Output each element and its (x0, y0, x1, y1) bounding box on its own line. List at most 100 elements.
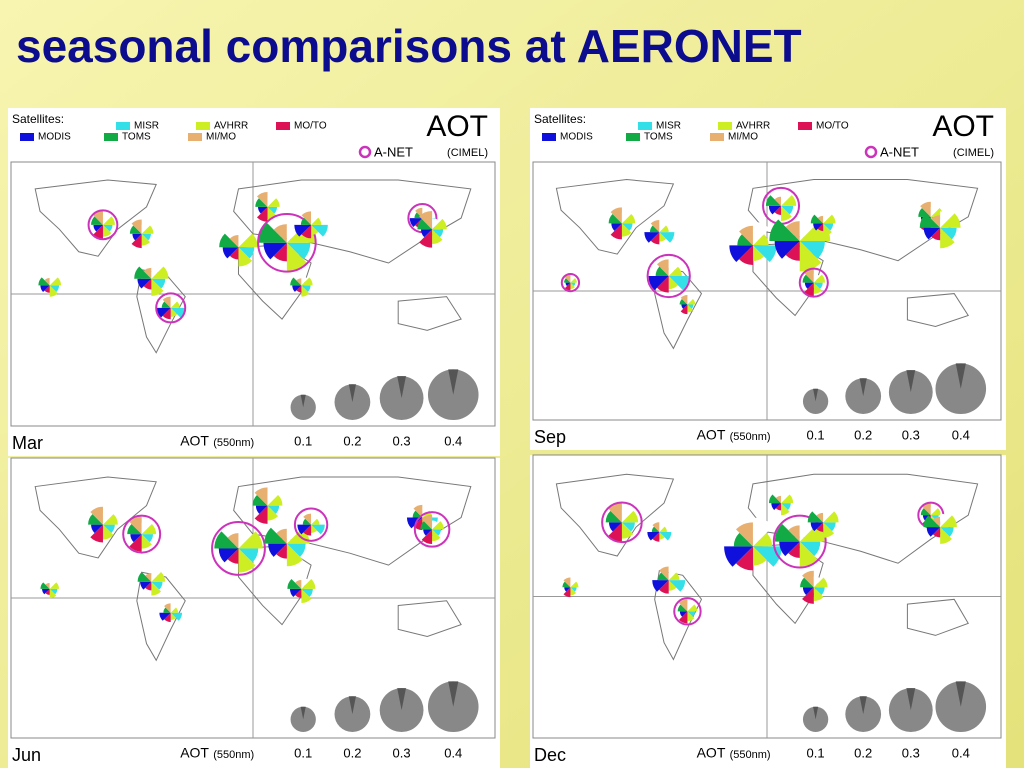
glyph-wedge (162, 307, 171, 320)
continent (906, 293, 970, 327)
glyph-wedge (774, 196, 782, 206)
glyph-wedge (301, 577, 310, 589)
glyph-wedge (229, 247, 239, 260)
glyph-wedge (256, 191, 268, 207)
glyph-wedge (432, 520, 439, 530)
glyph-wedge (668, 572, 680, 581)
glyph-wedge (621, 522, 635, 532)
glyph-wedge (156, 307, 171, 318)
legend-label: MO/TO (816, 121, 849, 132)
glyph-wedge (788, 541, 800, 558)
scale-label: AOT (697, 745, 726, 761)
scale-value: 0.2 (854, 745, 872, 760)
glyph-wedge (222, 247, 239, 259)
glyph-wedge (137, 572, 152, 582)
glyph-wedge (813, 282, 822, 294)
glyph-wedge (659, 217, 670, 233)
legend-swatch (710, 133, 724, 141)
glyph-wedge (932, 527, 941, 538)
glyph-wedge (621, 522, 634, 539)
glyph-wedge (252, 495, 268, 506)
glyph-wedge (610, 207, 622, 224)
glyph-wedge (45, 582, 50, 589)
glyph-wedge (781, 195, 797, 206)
glyph-wedge (564, 274, 571, 283)
glyph-wedge (131, 219, 142, 234)
glyph-wedge (273, 224, 287, 243)
glyph-wedge (771, 503, 782, 510)
glyph-wedge (655, 266, 669, 277)
glyph-wedge (292, 285, 302, 292)
glyph-wedge (656, 259, 669, 277)
scale-unit: (550nm) (730, 431, 771, 443)
scale-wedge (859, 378, 867, 397)
glyph-wedge (311, 224, 319, 235)
glyph-wedge (659, 580, 669, 594)
glyph-wedge (255, 505, 268, 514)
glyph-wedge (564, 278, 571, 283)
continent (555, 179, 675, 255)
continent (397, 296, 462, 331)
ground-label: A-NET (880, 144, 919, 159)
glyph-wedge (813, 587, 825, 595)
glyph-wedge (432, 529, 441, 536)
glyph-wedge (151, 581, 163, 590)
glyph-wedge (644, 232, 660, 243)
glyph-wedge (238, 233, 258, 248)
glyph-wedge (605, 510, 622, 523)
scale-wedge (300, 706, 306, 720)
map-panel: Satellites: MISR AVHRR MO/TO MODIS TOMS MI/MO A… (8, 108, 500, 456)
glyph-wedge (45, 588, 50, 595)
scale-wedge (300, 394, 306, 408)
glyph-wedge (219, 233, 239, 248)
glyph-wedge (421, 514, 433, 530)
glyph-wedge (238, 528, 253, 549)
glyph-wedge (141, 224, 149, 234)
glyph-wedge (687, 299, 696, 305)
glyph-wedge (920, 201, 931, 217)
glyph-ring (560, 272, 581, 293)
continent (654, 569, 703, 661)
glyph-wedge (610, 223, 622, 240)
glyph-wedge (677, 604, 688, 612)
glyph-wedge (813, 576, 822, 588)
glyph-wedge (923, 515, 941, 528)
glyph-wedge (810, 522, 824, 532)
legend-label: MODIS (560, 132, 593, 143)
glyph-wedge (273, 242, 287, 262)
continent (906, 598, 969, 636)
glyph-ring (87, 209, 119, 241)
glyph-wedge (432, 229, 443, 245)
legend-label: AVHRR (214, 121, 248, 132)
scale-label: AOT (180, 433, 209, 449)
glyph-wedge (311, 217, 322, 225)
glyph-wedge (781, 205, 794, 215)
glyph-wedge (38, 277, 50, 286)
glyph-wedge (781, 503, 790, 516)
glyph-wedge (131, 233, 142, 249)
glyph-wedge (621, 223, 633, 231)
glyph-wedge (102, 512, 112, 525)
glyph-wedge (238, 247, 255, 259)
glyph-wedge (823, 214, 836, 224)
glyph-wedge (781, 503, 791, 510)
glyph-wedge (799, 240, 822, 272)
glyph-wedge (608, 502, 622, 523)
scale-value: 0.4 (952, 427, 970, 442)
glyph-wedge (737, 234, 753, 246)
glyph-wedge (130, 534, 142, 543)
continent (136, 269, 186, 354)
glyph-wedge (775, 495, 782, 504)
glyph-wedge (650, 219, 660, 233)
glyph-wedge (151, 570, 160, 582)
glyph-wedge (687, 298, 692, 305)
panel-month: Dec (534, 745, 566, 765)
glyph-wedge (141, 233, 151, 241)
glyph-wedge (668, 266, 682, 277)
glyph-wedge (90, 506, 103, 525)
legend-heading: Satellites: (12, 112, 64, 126)
glyph-wedge (788, 525, 800, 542)
scale-wedge (397, 688, 406, 711)
legend-swatch (798, 122, 812, 130)
glyph-wedge (141, 534, 154, 543)
